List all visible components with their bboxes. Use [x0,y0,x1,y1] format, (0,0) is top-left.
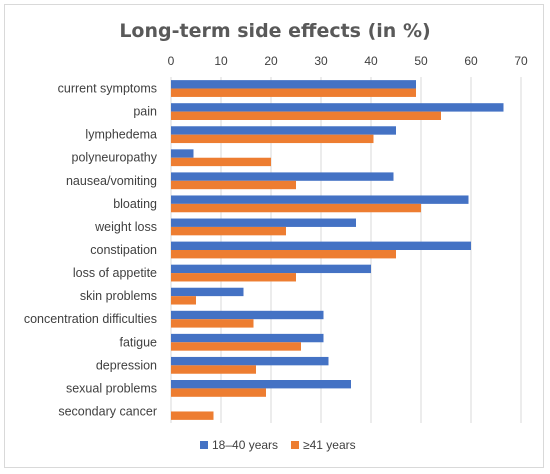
bar-41-plus [171,111,441,120]
bar-18-40 [171,287,244,297]
bar-41-plus [171,296,196,305]
x-axis-ticks: 0 10 20 30 40 50 60 70 [168,54,528,68]
x-tick-label: 50 [414,54,428,68]
category-label: pain [133,105,157,119]
bar-18-40 [171,264,371,274]
bar-41-plus [171,180,296,190]
bar-41-plus [171,319,254,328]
category-label: fatigue [119,335,157,349]
bar-18-40 [171,380,351,389]
x-tick-label: 10 [214,54,228,68]
x-tick-label: 40 [364,54,378,68]
category-label: nausea/vomiting [66,174,157,188]
x-tick-label: 70 [514,54,528,68]
category-label: weight loss [94,220,157,234]
bar-18-40 [171,80,416,89]
bar-41-plus [171,411,214,420]
bar-18-40 [171,172,394,181]
bar-18-40 [171,333,324,343]
bar-18-40 [171,241,471,250]
legend-swatch [200,441,208,449]
bar-18-40 [171,103,504,112]
category-label: bloating [113,197,157,211]
chart-title: Long-term side effects (in %) [119,20,430,42]
chart-frame: Long-term side effects (in %) 0 10 20 30 40 5… [4,4,544,468]
category-label: constipation [90,243,157,257]
category-label: polyneuropathy [72,151,158,165]
bar-18-40 [171,310,324,320]
bar-41-plus [171,134,374,144]
legend-label: ≥41 years [303,438,356,452]
bar-41-plus [171,203,421,213]
bar-41-plus [171,388,266,397]
category-labels: current symptoms pain lymphedema polyneurop… [24,82,158,419]
x-tick-label: 0 [168,54,175,68]
legend-swatch [291,441,299,449]
bar-41-plus [171,250,396,259]
category-label: loss of appetite [73,266,157,280]
bar-41-plus [171,88,416,97]
category-label: depression [96,358,157,372]
bar-41-plus [171,273,296,282]
bar-18-40 [171,126,396,135]
bar-18-40 [171,195,469,204]
bar-chart: Long-term side effects (in %) 0 10 20 30 40 5… [24,20,528,452]
bars [171,80,504,420]
category-label: skin problems [80,289,157,303]
bar-41-plus [171,157,271,167]
legend-label: 18–40 years [212,438,278,452]
x-tick-label: 30 [314,54,328,68]
bar-18-40 [171,149,194,158]
category-label: concentration difficulties [24,312,157,326]
legend: 18–40 years ≥41 years [200,438,356,452]
bar-41-plus [171,226,286,236]
x-tick-label: 20 [264,54,278,68]
category-label: secondary cancer [58,404,157,418]
bar-18-40 [171,218,356,227]
bar-41-plus [171,342,301,351]
category-label: current symptoms [58,82,157,96]
bar-18-40 [171,356,329,366]
bar-41-plus [171,365,256,374]
category-label: sexual problems [66,381,157,395]
category-label: lymphedema [85,128,157,142]
x-tick-label: 60 [464,54,478,68]
